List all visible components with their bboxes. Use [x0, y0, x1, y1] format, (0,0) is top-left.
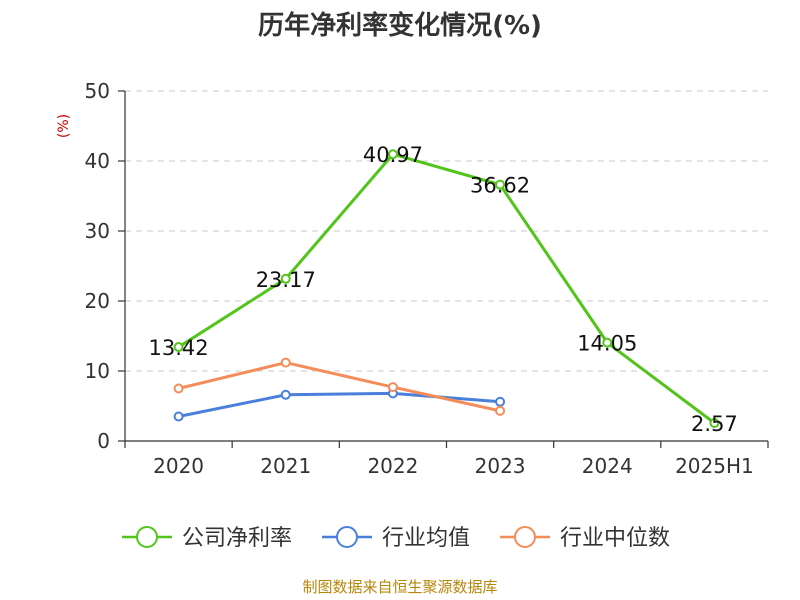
grid-lines: [125, 90, 768, 372]
legend-swatch-marker: [514, 526, 536, 548]
data-point[interactable]: [709, 418, 720, 429]
series-group: [173, 149, 720, 429]
x-tick-label: 2022: [367, 454, 418, 478]
data-point[interactable]: [495, 179, 506, 190]
y-tick-label: 50: [85, 79, 110, 103]
data-point[interactable]: [602, 337, 613, 348]
series-line: [178, 391, 501, 418]
y-tick-label: 30: [85, 219, 110, 243]
x-tick-label: 2023: [475, 454, 526, 478]
x-tick-label: 2025H1: [675, 454, 754, 478]
axes: 0 10 20 30 40 50 2020 2021 2022 2023 2024 2025H1: [85, 79, 769, 478]
legend-item[interactable]: 公司净利率: [122, 526, 292, 551]
data-point[interactable]: [280, 273, 291, 284]
legend-swatch-marker: [136, 526, 158, 548]
y-axis-label: (%): [56, 114, 72, 138]
x-tick-label: 2024: [582, 454, 633, 478]
data-point[interactable]: [387, 382, 398, 393]
data-label: 40.97: [363, 143, 423, 167]
legend-label: 公司净利率: [182, 526, 292, 551]
source-note: 制图数据来自恒生聚源数据库: [302, 578, 497, 596]
data-point[interactable]: [495, 405, 506, 416]
data-label: 36.62: [470, 174, 530, 198]
series-line: [177, 152, 716, 425]
data-point[interactable]: [173, 342, 184, 353]
data-point[interactable]: [280, 357, 291, 368]
data-labels: 13.42 23.17 40.97 36.62 14.05 2.57: [149, 143, 738, 436]
data-label: 13.42: [149, 336, 209, 360]
y-tick-label: 10: [85, 359, 110, 383]
y-tick-label: 20: [85, 289, 110, 313]
chart-title: 历年净利率变化情况(%): [258, 10, 542, 41]
series-line: [178, 361, 501, 413]
data-point[interactable]: [387, 149, 398, 160]
data-point[interactable]: [495, 396, 506, 407]
legend-item[interactable]: 行业中位数: [500, 526, 670, 551]
legend[interactable]: 公司净利率 行业均值 行业中位数: [122, 526, 670, 551]
legend-swatch-marker: [336, 526, 358, 548]
x-tick-label: 2020: [153, 454, 204, 478]
legend-label: 行业中位数: [560, 526, 670, 551]
x-tick-label: 2021: [260, 454, 311, 478]
y-tick-label: 0: [97, 429, 110, 453]
legend-item[interactable]: 行业均值: [322, 526, 470, 551]
data-point[interactable]: [173, 411, 184, 422]
data-label: 23.17: [256, 268, 316, 292]
data-label: 14.05: [577, 332, 637, 356]
data-point[interactable]: [280, 389, 291, 400]
data-label: 2.57: [691, 412, 738, 436]
y-tick-label: 40: [85, 149, 110, 173]
legend-label: 行业均值: [382, 526, 470, 551]
data-point[interactable]: [173, 383, 184, 394]
